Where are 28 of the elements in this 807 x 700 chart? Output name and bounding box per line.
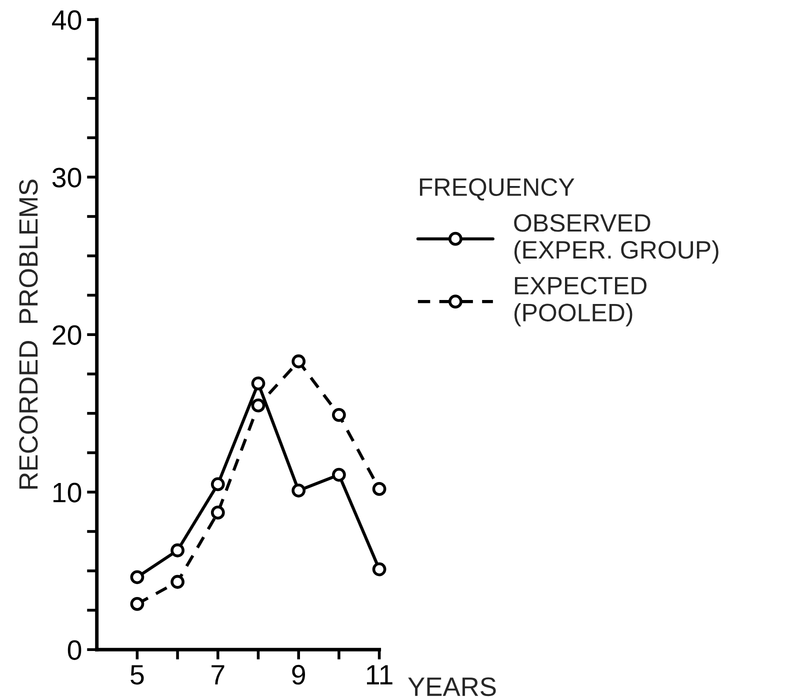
point bbox=[292, 354, 306, 368]
legend-label: OBSERVED (EXPER. GROUP) bbox=[514, 214, 718, 264]
y-tick-label: 30 bbox=[52, 168, 82, 188]
point bbox=[210, 477, 225, 492]
x-axis-title: YEARS bbox=[408, 677, 496, 696]
y-tick-label: 20 bbox=[52, 325, 82, 345]
x-tick-label: 9 bbox=[292, 664, 305, 685]
point bbox=[251, 398, 266, 412]
x-tick-label: 5 bbox=[130, 665, 144, 685]
point bbox=[130, 570, 144, 584]
point bbox=[170, 574, 184, 589]
point bbox=[332, 408, 346, 422]
point bbox=[251, 376, 266, 390]
legend-label: EXPECTED (POOLED) bbox=[514, 276, 646, 326]
y-tick-label: 40 bbox=[52, 10, 82, 30]
point bbox=[372, 562, 386, 576]
x-tick-label: 11 bbox=[366, 665, 392, 684]
point bbox=[130, 596, 144, 611]
x-tick-label: 7 bbox=[212, 665, 224, 684]
point bbox=[332, 468, 346, 482]
y-tick-label: 0 bbox=[68, 640, 82, 660]
point bbox=[292, 484, 306, 498]
point bbox=[170, 543, 184, 558]
legend-title: FREQUENCY bbox=[420, 178, 574, 200]
point bbox=[372, 482, 386, 496]
y-axis-title: RECORDED PROBLEMS bbox=[19, 180, 38, 489]
y-tick-label: 10 bbox=[53, 482, 82, 502]
point bbox=[210, 506, 225, 520]
